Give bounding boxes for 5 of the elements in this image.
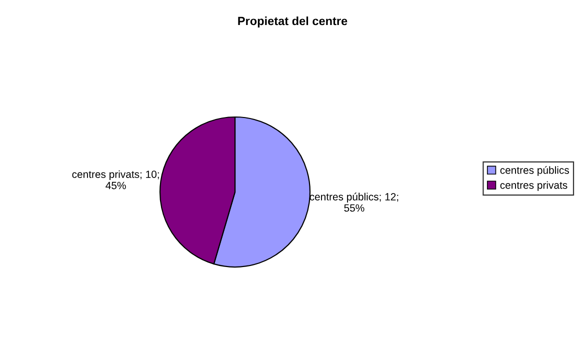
legend-label: centres públics — [500, 166, 569, 176]
data-label: centres públics; 12; 55% — [310, 192, 398, 212]
chart-title: Propietat del centre — [238, 16, 348, 28]
legend-label: centres privats — [500, 181, 568, 191]
data-label: centres privats; 10; 45% — [72, 170, 159, 190]
